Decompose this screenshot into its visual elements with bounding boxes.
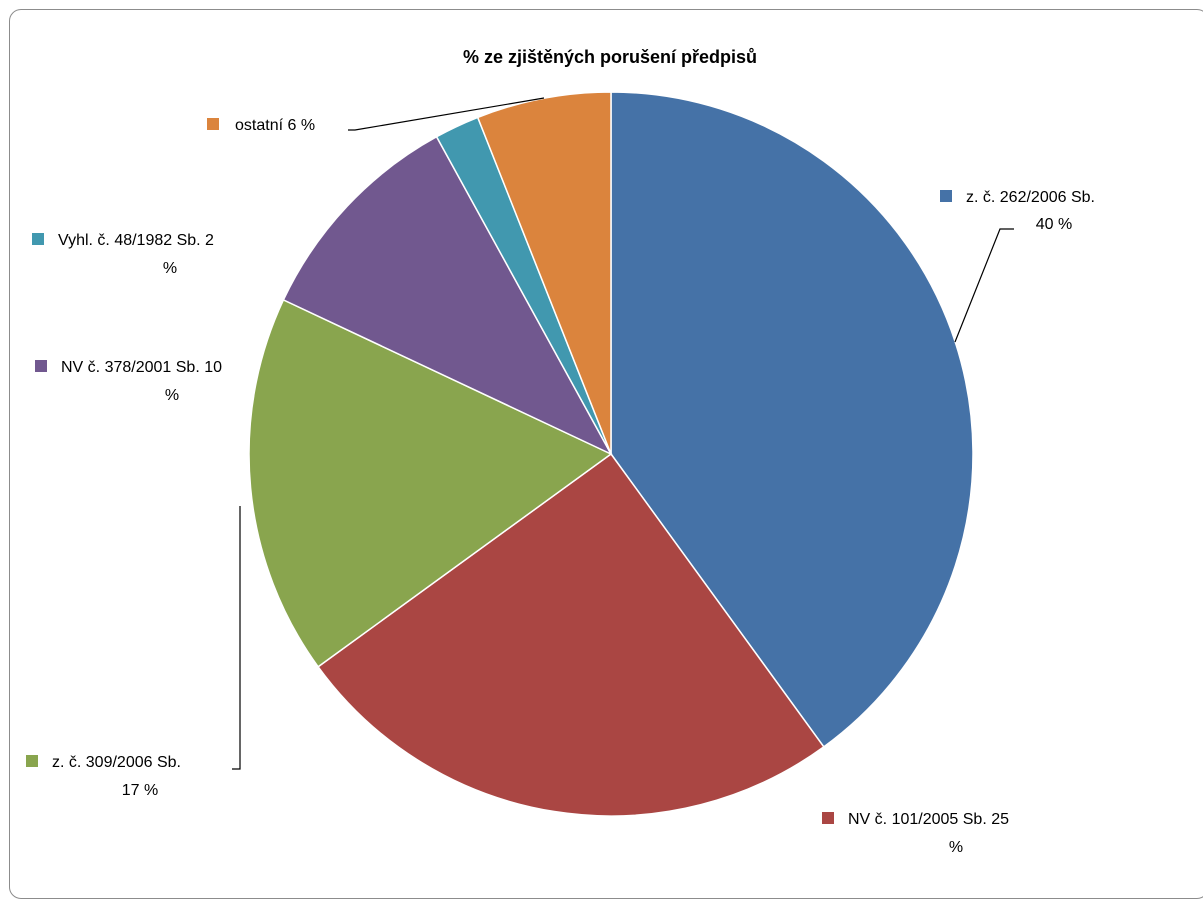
- label-key-vyhl-c-48-1982-sb: [32, 233, 44, 245]
- data-label-pct-nv-c-378-2001-sb: %: [165, 387, 179, 404]
- pie-slice-z-c-262-2006-sb: [610, 91, 974, 748]
- data-label-pct-vyhl-c-48-1982-sb: %: [163, 260, 177, 277]
- pie-slice-nv-c-378-2001-sb: [282, 135, 613, 456]
- label-key-z-c-262-2006-sb: [940, 190, 952, 202]
- chart-title: % ze zjištěných porušení předpisů: [463, 47, 757, 67]
- data-label-nv-c-101-2005-sb: NV č. 101/2005 Sb. 25: [848, 811, 1009, 828]
- data-label-pct-nv-c-101-2005-sb: %: [949, 839, 963, 856]
- leader-lines: [232, 97, 1014, 770]
- data-label-pct-z-c-309-2006-sb: 17 %: [122, 782, 158, 799]
- leader-line-ostatni: [348, 97, 545, 131]
- label-key-nv-c-378-2001-sb: [35, 360, 47, 372]
- label-key-z-c-309-2006-sb: [26, 755, 38, 767]
- leader-line-z-c-262-2006-sb: [954, 228, 1014, 343]
- data-labels: z. č. 262/2006 Sb. 40 % NV č. 101/2005 Sb.…: [26, 117, 1095, 856]
- data-label-vyhl-c-48-1982-sb: Vyhl. č. 48/1982 Sb. 2: [58, 232, 214, 249]
- data-label-ostatni: ostatní 6 %: [235, 117, 315, 134]
- data-label-z-c-309-2006-sb: z. č. 309/2006 Sb.: [52, 754, 181, 771]
- pie-slice-z-c-309-2006-sb: [248, 298, 613, 668]
- pie-slices: [248, 91, 974, 817]
- data-label-pct-z-c-262-2006-sb: 40 %: [1036, 216, 1072, 233]
- label-key-ostatni: [207, 118, 219, 130]
- leader-line-z-c-309-2006-sb: [232, 506, 241, 770]
- label-key-nv-c-101-2005-sb: [822, 812, 834, 824]
- data-label-nv-c-378-2001-sb: NV č. 378/2001 Sb. 10: [61, 359, 222, 376]
- data-label-z-c-262-2006-sb: z. č. 262/2006 Sb.: [966, 189, 1095, 206]
- pie-slice-nv-c-101-2005-sb: [317, 452, 825, 817]
